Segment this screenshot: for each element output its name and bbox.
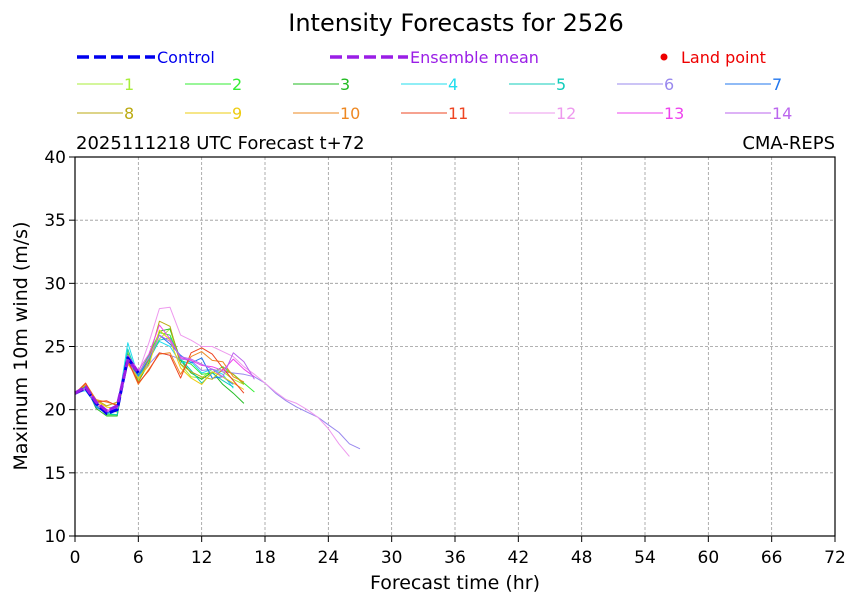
legend-land-point-label: Land point [681,48,766,67]
x-tick-label: 48 [571,548,593,568]
y-tick-label: 15 [44,464,66,484]
legend-member-label: 8 [124,104,134,123]
series-line-9 [74,329,245,409]
legend-member-label: 4 [448,75,458,94]
y-axis-label: Maximum 10m wind (m/s) [10,222,32,471]
y-tick-label: 40 [44,148,66,168]
series-line-11 [74,347,245,407]
legend-members: 1 2 3 4 5 6 78 9 10 11 12 13 14 [77,75,792,123]
x-axis-ticks: 0 6 12 18 24 30 36 42 48 54 60 66 72 [70,536,846,568]
legend-member-label: 1 [124,75,134,94]
x-tick-label: 60 [698,548,720,568]
legend-member-label: 2 [232,75,242,94]
series-line-control [74,356,140,415]
x-tick-label: 0 [70,548,81,568]
chart-title: Intensity Forecasts for 2526 [288,9,623,37]
legend-member-label: 12 [556,104,576,123]
legend-member-label: 7 [772,75,782,94]
x-tick-label: 6 [133,548,144,568]
legend-ensemble-mean-label: Ensemble mean [410,48,539,67]
x-tick-label: 54 [634,548,656,568]
legend-member-label: 11 [448,104,468,123]
y-tick-label: 10 [44,527,66,547]
series-line-ensemble-mean [74,358,140,413]
chart-subtitle-left: 2025111218 UTC Forecast t+72 [76,133,365,154]
x-tick-label: 66 [761,548,783,568]
legend-member-label: 5 [556,75,566,94]
x-tick-label: 36 [444,548,466,568]
legend-member-label: 13 [664,104,684,123]
x-axis-label: Forecast time (hr) [370,572,540,594]
legend-control-label: Control [157,48,215,67]
x-tick-label: 42 [508,548,530,568]
y-tick-label: 35 [44,211,66,231]
legend-member-label: 14 [772,104,792,123]
x-tick-label: 18 [254,548,276,568]
plot-lines [74,306,361,457]
legend-member-label: 6 [664,75,674,94]
legend-header: Control Ensemble mean Land point [77,48,766,67]
x-tick-label: 12 [191,548,213,568]
chart-subtitle-right: CMA-REPS [742,133,835,154]
x-tick-label: 30 [381,548,403,568]
legend-land-point-marker [660,53,668,61]
legend-member-label: 9 [232,104,242,123]
y-axis-ticks: 10 15 20 25 30 35 40 [44,148,75,547]
legend-member-label: 3 [340,75,350,94]
y-tick-label: 20 [44,401,66,421]
x-tick-label: 24 [318,548,340,568]
series-line-8 [74,320,245,407]
y-tick-label: 30 [44,274,66,294]
y-tick-label: 25 [44,338,66,358]
legend-member-label: 10 [340,104,360,123]
x-tick-label: 72 [824,548,846,568]
